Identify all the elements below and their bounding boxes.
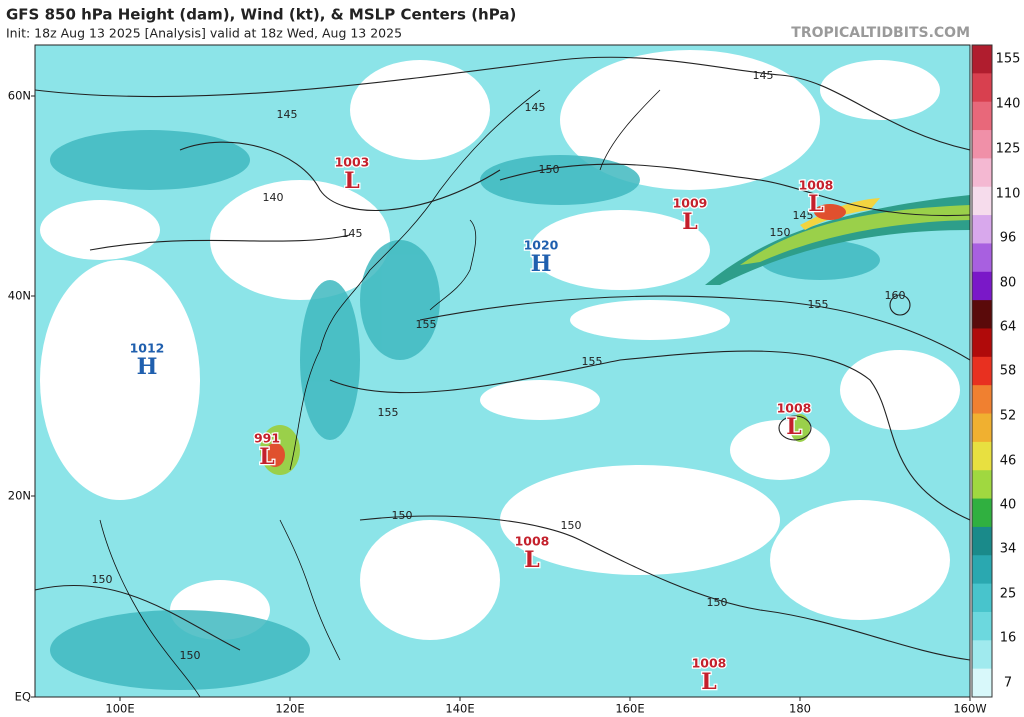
- lon-label: 140E: [445, 702, 474, 716]
- contour-label: 145: [277, 108, 298, 121]
- center-symbol: L: [808, 191, 823, 217]
- colorbar: 155 140 125 110 96 80 64 58 52 46 40 34 25 16 7: [971, 44, 1021, 698]
- subtitle: Init: 18z Aug 13 2025 [Analysis] valid a…: [6, 26, 402, 41]
- colorbar-swatch: [972, 526, 992, 556]
- colorbar-swatch: [972, 470, 992, 500]
- lat-label: 60N: [8, 89, 31, 103]
- title: GFS 850 hPa Height (dam), Wind (kt), & M…: [6, 6, 516, 24]
- colorbar-label: 40: [1000, 498, 1017, 513]
- colorbar-swatch: [972, 583, 992, 613]
- colorbar-swatch: [972, 73, 992, 103]
- colorbar-label: 64: [1000, 320, 1017, 335]
- center-symbol: H: [531, 251, 552, 277]
- center-symbol: L: [701, 669, 716, 695]
- colorbar-swatch: [972, 158, 992, 188]
- colorbar-swatch: [972, 130, 992, 159]
- colorbar-swatch: [972, 441, 992, 471]
- center-pressure: 1020: [524, 238, 559, 253]
- brand: TROPICALTIDBITS.COM: [791, 25, 970, 41]
- contour-label: 150: [770, 226, 791, 239]
- center-symbol: L: [786, 414, 801, 440]
- lat-label: 40N: [8, 289, 31, 303]
- contour-label: 155: [378, 406, 399, 419]
- map-field: [35, 45, 970, 697]
- center-symbol: L: [682, 209, 697, 235]
- colorbar-label: 96: [1000, 231, 1017, 246]
- lon-label: 180: [789, 702, 811, 716]
- colorbar-label: 110: [996, 187, 1021, 202]
- colorbar-swatch: [972, 45, 992, 74]
- center-pressure: 1008: [799, 178, 834, 193]
- colorbar-swatch: [972, 243, 992, 273]
- contour-label: 160: [885, 289, 906, 302]
- colorbar-swatch: [972, 668, 992, 698]
- colorbar-swatch: [972, 555, 992, 585]
- center-pressure: 1008: [515, 534, 550, 549]
- colorbar-label: 58: [1000, 364, 1017, 379]
- contour-label: 150: [392, 509, 413, 522]
- colorbar-label: 46: [1000, 454, 1017, 469]
- colorbar-label: 140: [996, 97, 1021, 112]
- contour-label: 150: [180, 649, 201, 662]
- colorbar-swatch: [972, 385, 992, 415]
- colorbar-swatch: [972, 413, 992, 443]
- contour-label: 150: [561, 519, 582, 532]
- lon-label: 100E: [105, 702, 134, 716]
- center-symbol: H: [137, 354, 158, 380]
- colorbar-swatch: [972, 640, 992, 670]
- colorbar-swatch: [972, 300, 992, 329]
- lon-label: 160E: [615, 702, 644, 716]
- center-pressure: 1012: [130, 341, 165, 356]
- center-pressure: 1003: [335, 155, 370, 170]
- center-symbol: L: [344, 168, 359, 194]
- lon-label: 120E: [275, 702, 304, 716]
- colorbar-swatch: [972, 271, 992, 301]
- contour-label: 145: [793, 209, 814, 222]
- colorbar-label: 155: [996, 52, 1021, 67]
- center-symbol: L: [524, 547, 539, 573]
- contour-label: 145: [342, 227, 363, 240]
- contour-label: 145: [525, 101, 546, 114]
- contour-label: 150: [92, 573, 113, 586]
- lon-label: 160W: [953, 702, 986, 716]
- colorbar-swatch: [972, 328, 992, 358]
- colorbar-swatch: [972, 611, 992, 641]
- center-pressure: 991: [254, 431, 280, 446]
- contour-label: 155: [416, 318, 437, 331]
- colorbar-label: 7: [1004, 676, 1012, 691]
- contour-label: 145: [753, 69, 774, 82]
- colorbar-frame: [971, 44, 993, 698]
- center-symbol: L: [259, 444, 274, 470]
- colorbar-swatch: [972, 186, 992, 216]
- colorbar-label: 16: [1000, 631, 1017, 646]
- center-pressure: 1008: [692, 656, 727, 671]
- center-pressure: 1009: [673, 196, 708, 211]
- contour-label: 155: [582, 355, 603, 368]
- colorbar-label: 80: [1000, 276, 1017, 291]
- colorbar-label: 125: [996, 142, 1021, 157]
- lat-label: 20N: [8, 489, 31, 503]
- lat-label: EQ: [15, 690, 31, 704]
- colorbar-swatch: [972, 356, 992, 386]
- colorbar-swatch: [972, 498, 992, 528]
- contour-label: 150: [707, 596, 728, 609]
- contour-label: 150: [539, 163, 560, 176]
- center-pressure: 1008: [777, 401, 812, 416]
- colorbar-swatch: [972, 101, 992, 131]
- colorbar-swatch: [972, 215, 992, 244]
- colorbar-label: 25: [1000, 587, 1017, 602]
- contour-label: 155: [808, 298, 829, 311]
- colorbar-label: 34: [1000, 542, 1017, 557]
- map-frame: [34, 44, 971, 698]
- colorbar-label: 52: [1000, 409, 1017, 424]
- contour-label: 140: [263, 191, 284, 204]
